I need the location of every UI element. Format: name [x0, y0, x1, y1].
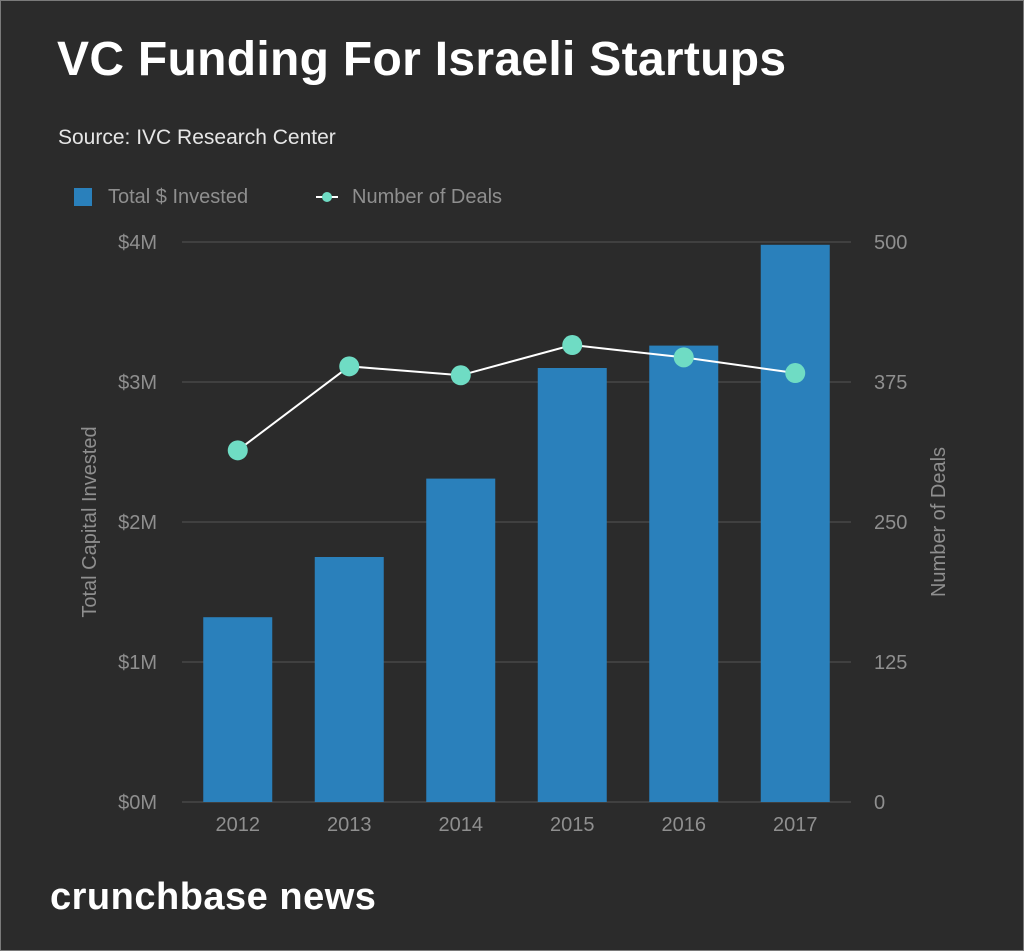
- y-tick-label-left: $1M: [118, 652, 157, 674]
- x-tick-label: 2015: [550, 814, 595, 836]
- deals-point-2013: [339, 356, 360, 377]
- chart-title: VC Funding For Israeli Startups: [57, 33, 787, 86]
- legend-label-bars: Total $ Invested: [108, 185, 249, 208]
- bar-2017: [760, 244, 830, 803]
- bar-2014: [426, 478, 496, 802]
- y-tick-label-left: $2M: [118, 512, 157, 534]
- x-tick-label: 2014: [439, 814, 484, 836]
- bar-2015: [537, 368, 607, 802]
- x-tick-label: 2013: [327, 814, 372, 836]
- y-tick-label-right: 250: [874, 512, 907, 534]
- deals-line: [237, 344, 796, 452]
- x-tick-label: 2012: [216, 814, 261, 836]
- y-axis-title-left: Total Capital Invested: [79, 426, 101, 617]
- deals-point-2015: [562, 335, 583, 356]
- y-tick-label-right: 375: [874, 372, 907, 394]
- chart-source: Source: IVC Research Center: [58, 126, 336, 149]
- bar-2013: [314, 557, 384, 802]
- deals-point-2012: [227, 440, 248, 461]
- legend-item-bars: Total $ Invested: [74, 185, 248, 209]
- legend-swatch-line: [316, 192, 338, 202]
- y-tick-label-left: $3M: [118, 372, 157, 394]
- y-tick-label-left: $0M: [118, 792, 157, 814]
- legend-item-line: Number of Deals: [316, 185, 502, 209]
- y-tick-label-right: 500: [874, 232, 907, 254]
- legend-swatch-bars: [74, 188, 92, 206]
- x-tick-label: 2016: [662, 814, 707, 836]
- y-tick-label-right: 0: [874, 792, 885, 814]
- deals-point-2014: [450, 365, 471, 386]
- y-tick-label-left: $4M: [118, 232, 157, 254]
- bar-2012: [203, 617, 273, 802]
- legend-label-line: Number of Deals: [352, 185, 503, 208]
- bar-2016: [649, 345, 719, 802]
- y-tick-label-right: 125: [874, 652, 907, 674]
- deals-point-2016: [673, 347, 694, 368]
- x-tick-label: 2017: [773, 814, 818, 836]
- brand-logo: crunchbase news: [50, 876, 377, 918]
- deals-point-2017: [785, 363, 806, 384]
- y-axis-title-right: Number of Deals: [928, 447, 950, 597]
